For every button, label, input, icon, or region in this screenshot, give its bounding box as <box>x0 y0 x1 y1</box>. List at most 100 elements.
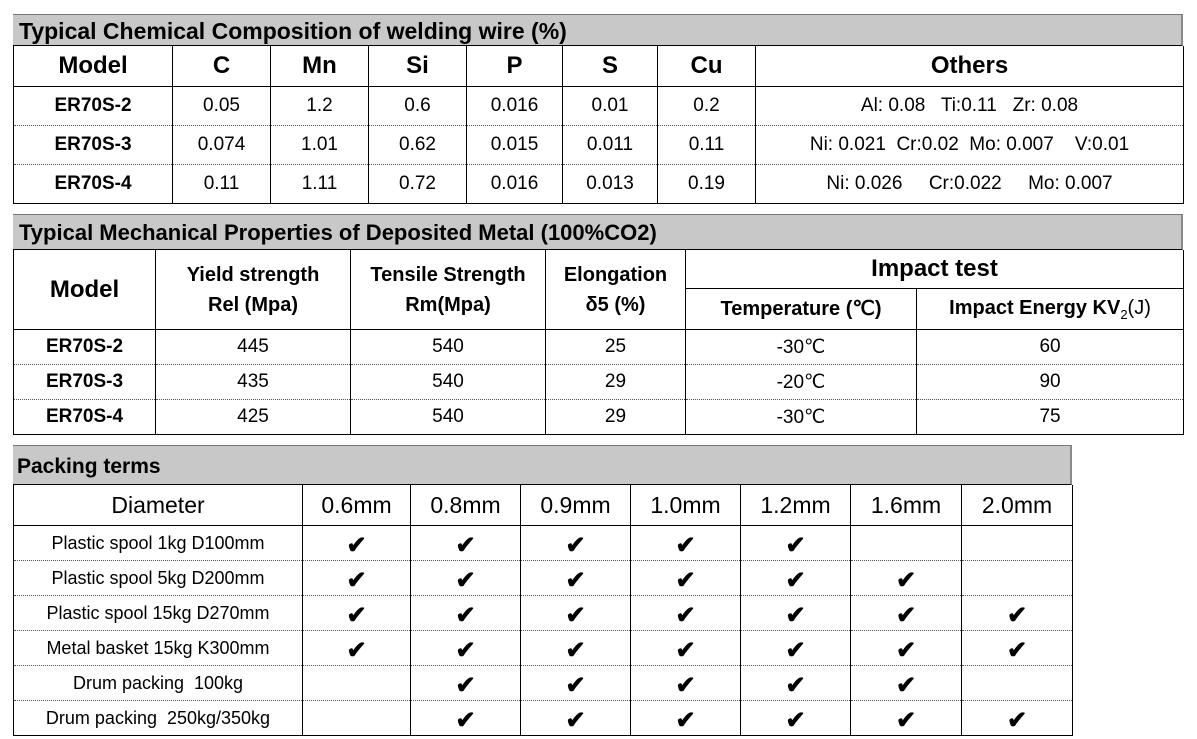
impact-energy-subscript: 2 <box>1120 307 1128 323</box>
table-cell <box>850 525 962 561</box>
packing-type-label: Plastic spool 5kg D200mm <box>13 560 303 596</box>
col-header-tensile-strength: Tensile Strength Rm(Mpa) <box>350 250 546 330</box>
col-header-0-6mm: 0.6mm <box>302 485 411 526</box>
col-header-impact-test: Impact test <box>684 250 1184 289</box>
packing-rows: Plastic spool 1kg D100mm ✔ ✔ ✔ ✔ ✔ Plastic spo… <box>13 525 1073 736</box>
table-cell: ✔ <box>520 595 631 631</box>
table-cell: 60 <box>915 329 1184 365</box>
col-header-diameter: Diameter <box>13 485 303 526</box>
chemical-composition-table: Model C Mn Si P S Cu Others ER70S-2 0.05… <box>13 46 1184 204</box>
col-header-c: C <box>172 46 271 87</box>
table-cell: 75 <box>915 399 1184 435</box>
table-cell: 0.6 <box>368 86 467 126</box>
col-header-others: Others <box>755 46 1184 87</box>
table-row: ER70S-3 435 540 29 -20℃ 90 <box>13 364 1184 400</box>
table-cell <box>961 665 1073 701</box>
table-cell: ✔ <box>520 700 631 736</box>
table-cell: ✔ <box>302 525 411 561</box>
table-cell-model: ER70S-4 <box>13 164 173 204</box>
table-cell: 0.074 <box>172 125 271 165</box>
table-subheader-row: Temperature (℃) Impact Energy KV2(J) <box>14 288 1184 330</box>
table-cell: 29 <box>545 364 686 400</box>
col-header-mn: Mn <box>270 46 369 87</box>
table-cell: ✔ <box>410 665 521 701</box>
table-cell-others: Al: 0.08 Ti:0.11 Zr: 0.08 <box>755 86 1184 126</box>
table-cell: ✔ <box>302 560 411 596</box>
table-cell <box>961 525 1073 561</box>
check-icon: ✔ <box>895 566 917 594</box>
check-icon: ✔ <box>785 706 806 734</box>
check-icon: ✔ <box>895 671 917 699</box>
table-cell: ✔ <box>740 525 851 561</box>
table-row: Plastic spool 15kg D270mm ✔ ✔ ✔ ✔ ✔ ✔ ✔ <box>13 595 1073 631</box>
table-cell: ✔ <box>850 630 962 666</box>
table-cell: 435 <box>155 364 351 400</box>
table-cell: 0.016 <box>466 86 563 126</box>
table-cell: ✔ <box>520 630 631 666</box>
table-cell-model: ER70S-2 <box>13 86 173 126</box>
packing-terms-table: Diameter 0.6mm 0.8mm 0.9mm 1.0mm 1.2mm 1… <box>13 485 1073 736</box>
table-cell <box>961 560 1073 596</box>
table-cell: 1.01 <box>270 125 369 165</box>
table-cell: 540 <box>350 364 546 400</box>
table-cell: 29 <box>545 399 686 435</box>
check-icon: ✔ <box>565 636 586 664</box>
table-cell: ✔ <box>630 665 741 701</box>
mechanical-properties-table: Model Yield strength Rel (Mpa) Tensile S… <box>13 250 1185 435</box>
table-cell: ✔ <box>520 665 631 701</box>
col-header-yield-strength: Yield strength Rel (Mpa) <box>155 250 351 330</box>
col-header-s: S <box>562 46 658 87</box>
col-header-elongation: Elongation δ5 (%) <box>545 250 686 330</box>
tensile-strength-unit: Rm(Mpa) <box>405 293 491 316</box>
check-icon: ✔ <box>565 671 586 699</box>
table-cell-others: Ni: 0.021 Cr:0.02 Mo: 0.007 V:0.01 <box>755 125 1184 165</box>
table-cell: 0.05 <box>172 86 271 126</box>
table-row: ER70S-3 0.074 1.01 0.62 0.015 0.011 0.11… <box>13 125 1184 165</box>
check-icon: ✔ <box>346 531 367 559</box>
check-icon: ✔ <box>455 671 476 699</box>
table-cell: ✔ <box>740 700 851 736</box>
check-icon: ✔ <box>675 601 696 629</box>
check-icon: ✔ <box>675 566 696 594</box>
tensile-strength-label: Tensile Strength <box>370 263 526 286</box>
table-cell-model: ER70S-4 <box>13 399 156 435</box>
check-icon: ✔ <box>675 636 696 664</box>
table-row: Drum packing 250kg/350kg ✔ ✔ ✔ ✔ ✔ ✔ <box>13 700 1073 736</box>
table-cell: ✔ <box>630 595 741 631</box>
table-cell: ✔ <box>850 560 962 596</box>
check-icon: ✔ <box>895 601 917 629</box>
table-cell: -30℃ <box>685 399 917 435</box>
packing-terms-section: Packing terms Diameter 0.6mm 0.8mm 0.9mm… <box>13 445 1073 736</box>
table-cell: 1.2 <box>270 86 369 126</box>
table-cell: 540 <box>350 399 546 435</box>
packing-type-label: Plastic spool 1kg D100mm <box>13 525 303 561</box>
table-cell: 0.2 <box>657 86 756 126</box>
check-icon: ✔ <box>455 566 476 594</box>
table-cell-model: ER70S-2 <box>13 329 156 365</box>
packing-type-label: Plastic spool 15kg D270mm <box>13 595 303 631</box>
table-cell: ✔ <box>630 630 741 666</box>
table-cell: ✔ <box>850 700 962 736</box>
table-cell: ✔ <box>961 595 1073 631</box>
packing-type-label: Drum packing 250kg/350kg <box>13 700 303 736</box>
check-icon: ✔ <box>1006 636 1028 664</box>
table-cell-model: ER70S-3 <box>13 125 173 165</box>
check-icon: ✔ <box>895 706 917 734</box>
table-cell-others: Ni: 0.026 Cr:0.022 Mo: 0.007 <box>755 164 1184 204</box>
table-cell: ✔ <box>961 630 1073 666</box>
check-icon: ✔ <box>785 601 806 629</box>
check-icon: ✔ <box>565 531 586 559</box>
table-cell: -30℃ <box>685 329 917 365</box>
table-cell: 0.72 <box>368 164 467 204</box>
table-cell: 1.11 <box>270 164 369 204</box>
table-cell: 25 <box>545 329 686 365</box>
table-cell: ✔ <box>630 525 741 561</box>
check-icon: ✔ <box>895 636 917 664</box>
col-header-0-8mm: 0.8mm <box>410 485 521 526</box>
col-header-si: Si <box>368 46 467 87</box>
table-row: Plastic spool 1kg D100mm ✔ ✔ ✔ ✔ ✔ <box>13 525 1073 561</box>
check-icon: ✔ <box>565 566 586 594</box>
check-icon: ✔ <box>565 601 586 629</box>
check-icon: ✔ <box>455 601 476 629</box>
table-row: Drum packing 100kg ✔ ✔ ✔ ✔ ✔ <box>13 665 1073 701</box>
